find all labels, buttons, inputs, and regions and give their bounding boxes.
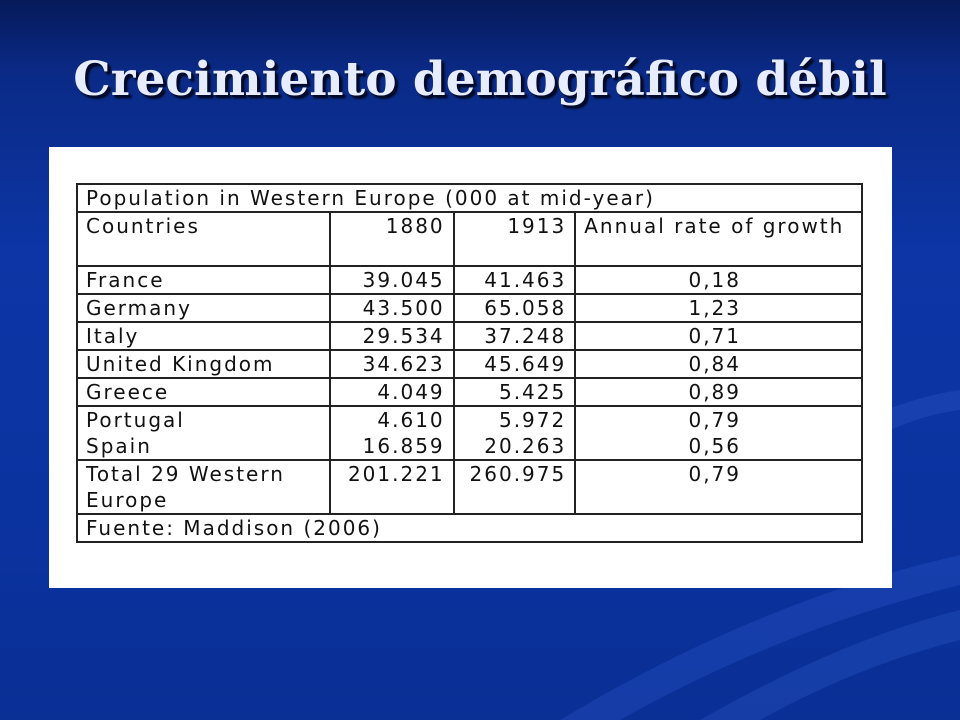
cell-rate-stack: 0,79 0,56: [574, 405, 863, 461]
table-row: Germany 43.500 65.058 1,23: [75, 293, 863, 323]
cell-country: Germany: [75, 293, 332, 323]
table-caption: Population in Western Europe (000 at mid…: [76, 183, 863, 213]
cell-country: Greece: [75, 377, 332, 407]
cell-1880-portugal: 4.610: [377, 408, 445, 432]
cell-rate-portugal: 0,79: [688, 408, 741, 432]
cell-1880: 4.049: [329, 377, 455, 407]
cell-country: United Kingdom: [75, 349, 332, 379]
table-image-panel: Population in Western Europe (000 at mid…: [49, 147, 892, 588]
table-row: Italy 29.534 37.248 0,71: [75, 321, 863, 351]
population-table: Population in Western Europe (000 at mid…: [75, 183, 863, 543]
cell-total-label: Total 29 Western Europe: [75, 459, 332, 515]
cell-1913: 41.463: [452, 265, 577, 295]
cell-total-1913: 260.975: [452, 459, 577, 515]
table-header-row: Countries 1880 1913 Annual rate of growt…: [75, 211, 863, 267]
cell-1880: 29.534: [329, 321, 455, 351]
cell-1880: 39.045: [329, 265, 455, 295]
cell-1913: 65.058: [452, 293, 577, 323]
cell-country: France: [75, 265, 332, 295]
cell-rate: 0,89: [574, 377, 863, 407]
header-1913: 1913: [452, 211, 577, 267]
table-row: United Kingdom 34.623 45.649 0,84: [75, 349, 863, 379]
table-caption-row: Population in Western Europe (000 at mid…: [76, 183, 863, 213]
table-source-row: Fuente: Maddison (2006): [76, 513, 863, 543]
table-row: France 39.045 41.463 0,18: [75, 265, 863, 295]
cell-rate: 0,84: [574, 349, 863, 379]
table-row-merged: Portugal Spain 4.610 16.859 5.972 20.263…: [75, 405, 863, 461]
cell-1880: 34.623: [329, 349, 455, 379]
header-annual-rate: Annual rate of growth: [574, 211, 863, 267]
cell-country-spain: Spain: [86, 434, 152, 458]
cell-country-portugal: Portugal: [86, 408, 185, 432]
table-total-row: Total 29 Western Europe 201.221 260.975 …: [75, 459, 863, 515]
cell-rate-spain: 0,56: [688, 434, 741, 458]
header-1880: 1880: [329, 211, 455, 267]
cell-country: Italy: [75, 321, 332, 351]
table-row: Greece 4.049 5.425 0,89: [75, 377, 863, 407]
cell-1880: 43.500: [329, 293, 455, 323]
cell-1913-spain: 20.263: [484, 434, 567, 458]
cell-1880-stack: 4.610 16.859: [329, 405, 455, 461]
cell-1913: 45.649: [452, 349, 577, 379]
cell-total-rate: 0,79: [574, 459, 863, 515]
cell-rate: 0,18: [574, 265, 863, 295]
table-source: Fuente: Maddison (2006): [76, 513, 863, 543]
cell-1913-portugal: 5.972: [498, 408, 567, 432]
cell-1913-stack: 5.972 20.263: [452, 405, 577, 461]
cell-rate: 0,71: [574, 321, 863, 351]
cell-country-stack: Portugal Spain: [75, 405, 332, 461]
cell-rate: 1,23: [574, 293, 863, 323]
slide-title: Crecimiento demográfico débil: [73, 52, 887, 107]
cell-1913: 37.248: [452, 321, 577, 351]
cell-1880-spain: 16.859: [362, 434, 445, 458]
cell-total-1880: 201.221: [329, 459, 455, 515]
cell-1913: 5.425: [452, 377, 577, 407]
header-countries: Countries: [75, 211, 332, 267]
